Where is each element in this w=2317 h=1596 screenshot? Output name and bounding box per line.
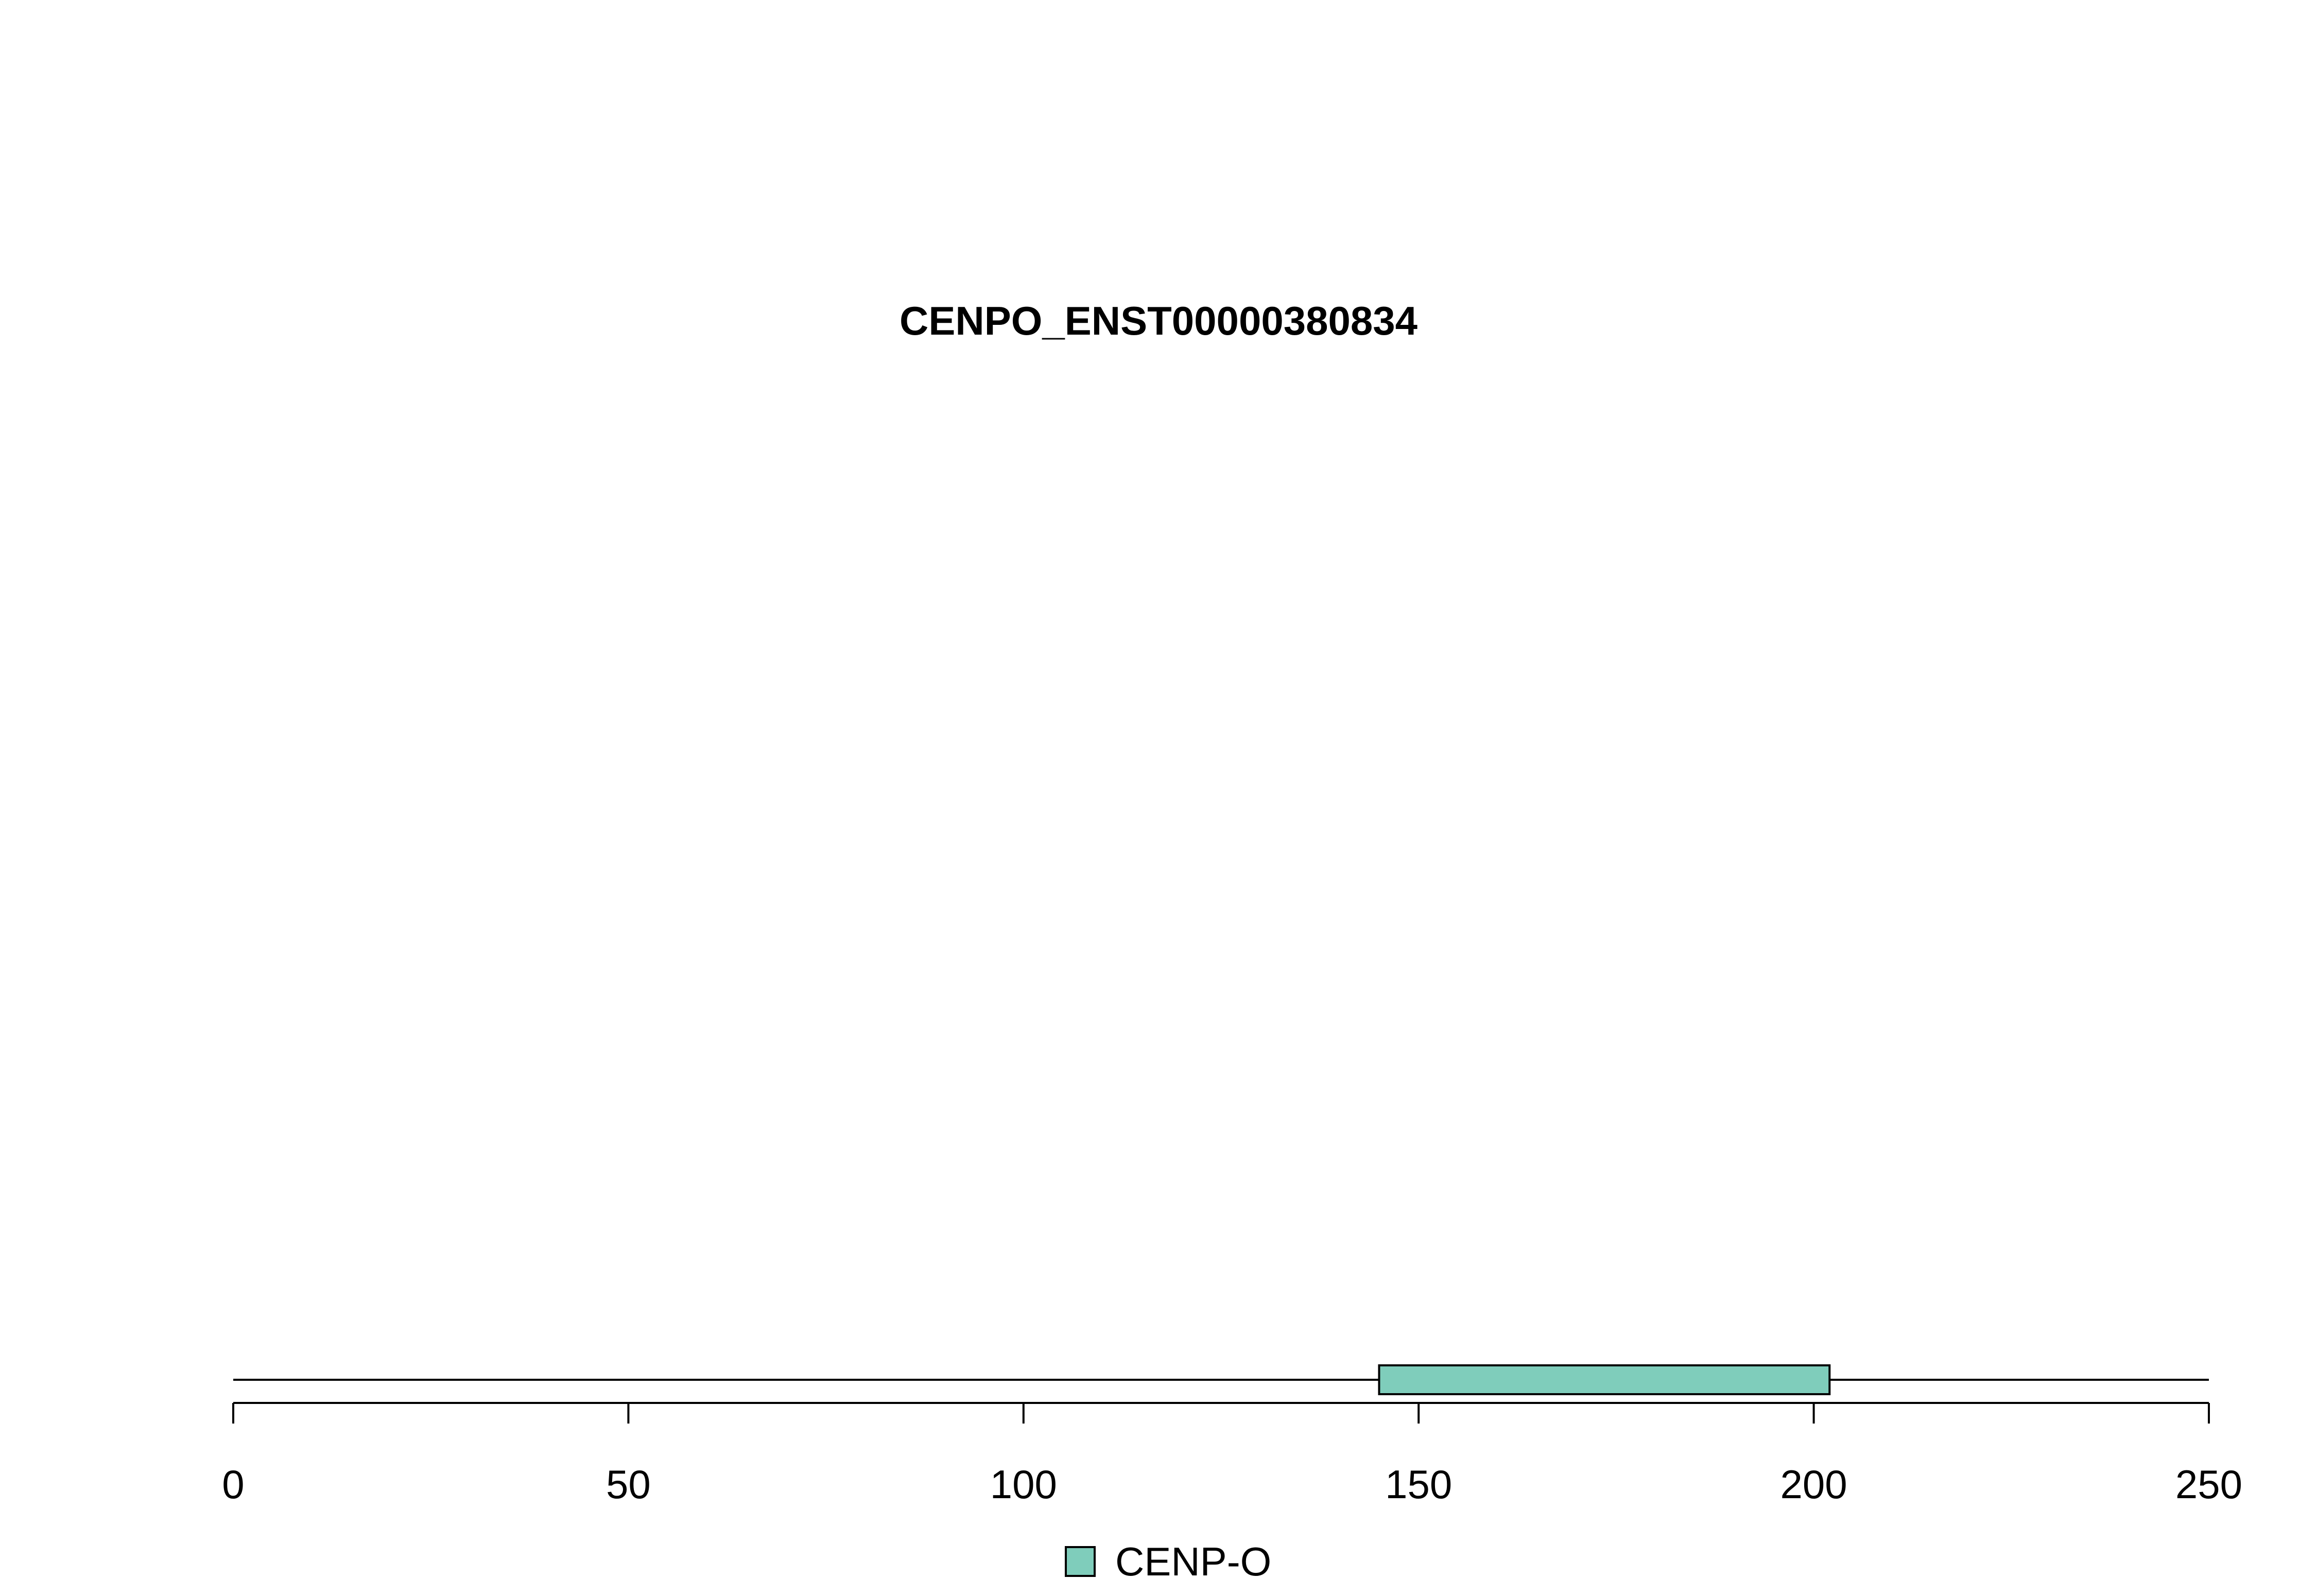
legend-swatch xyxy=(1065,1546,1096,1577)
legend-label: CENP-O xyxy=(1115,1539,1271,1584)
protein-track xyxy=(233,1364,2209,1395)
domain-bar-cenp-o xyxy=(1378,1364,1831,1395)
x-axis: 0 50 100 150 200 250 xyxy=(222,1402,2242,1507)
x-tick-label: 100 xyxy=(990,1462,1057,1507)
legend: CENP-O xyxy=(1065,1539,1271,1584)
x-tick-label: 150 xyxy=(1385,1462,1452,1507)
chart-title: CENPO_ENST00000380834 xyxy=(900,298,1417,343)
x-tick-label: 200 xyxy=(1780,1462,1847,1507)
x-tick-label: 250 xyxy=(2175,1462,2242,1507)
x-tick-label: 50 xyxy=(606,1462,651,1507)
x-tick-label: 0 xyxy=(222,1462,244,1507)
